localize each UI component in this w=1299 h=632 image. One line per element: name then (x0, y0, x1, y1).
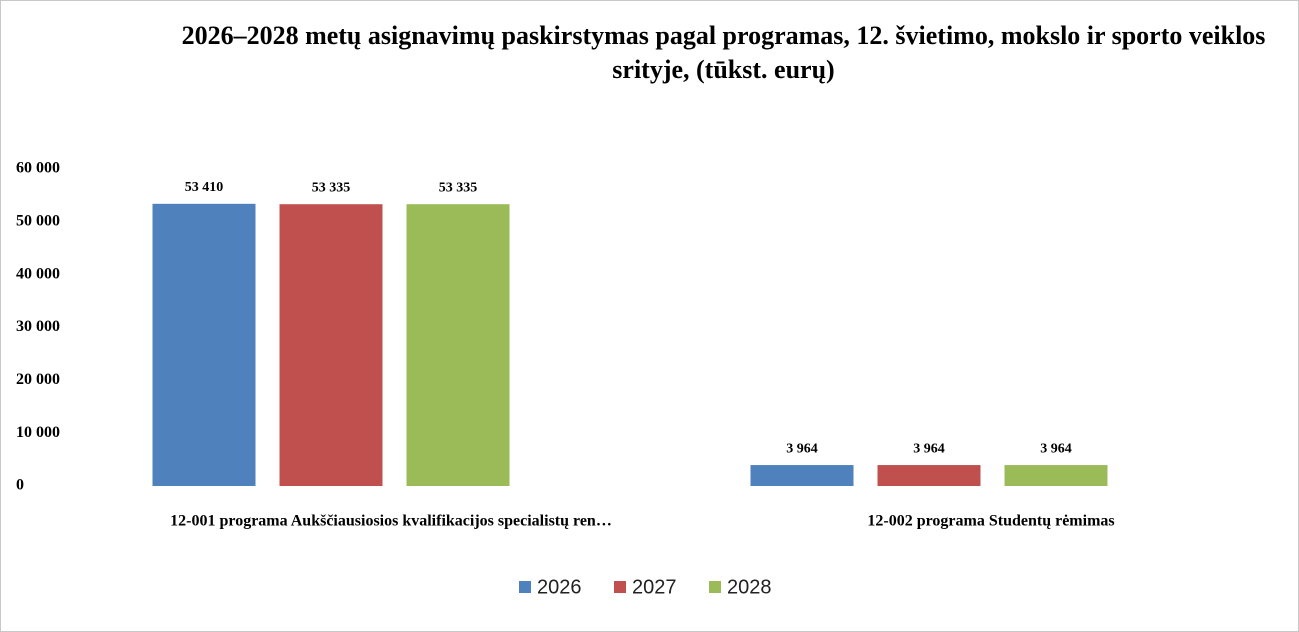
y-tick-label: 0 (16, 477, 24, 494)
bar (1004, 465, 1108, 486)
y-tick-label: 60 000 (16, 160, 60, 177)
x-tick-label: 12-002 programa Studentų rėmimas (867, 513, 1114, 530)
data-label: 3 964 (913, 441, 945, 456)
data-label: 3 964 (1040, 441, 1072, 456)
legend-label: 2027 (632, 576, 677, 598)
bar (152, 203, 256, 486)
legend-swatch (709, 581, 721, 593)
bar (877, 465, 981, 486)
legend-swatch (519, 581, 531, 593)
legend-label: 2026 (537, 576, 582, 598)
data-label: 53 335 (439, 180, 478, 195)
y-tick-label: 50 000 (16, 213, 60, 230)
legend-swatch (614, 581, 626, 593)
y-tick-label: 10 000 (16, 424, 60, 441)
data-label: 53 410 (185, 180, 224, 195)
bar (750, 465, 854, 486)
x-tick-label: 12-001 programa Aukščiausiosios kvalifik… (170, 513, 612, 530)
chart-title: 2026–2028 metų asignavimų paskirstymas p… (181, 21, 1266, 84)
data-label: 53 335 (312, 180, 351, 195)
bar (406, 204, 510, 486)
y-tick-label: 30 000 (16, 318, 60, 335)
bar (279, 204, 383, 486)
y-tick-label: 20 000 (16, 371, 60, 388)
y-tick-label: 40 000 (16, 265, 60, 282)
legend-label: 2028 (727, 576, 772, 598)
data-label: 3 964 (786, 441, 818, 456)
